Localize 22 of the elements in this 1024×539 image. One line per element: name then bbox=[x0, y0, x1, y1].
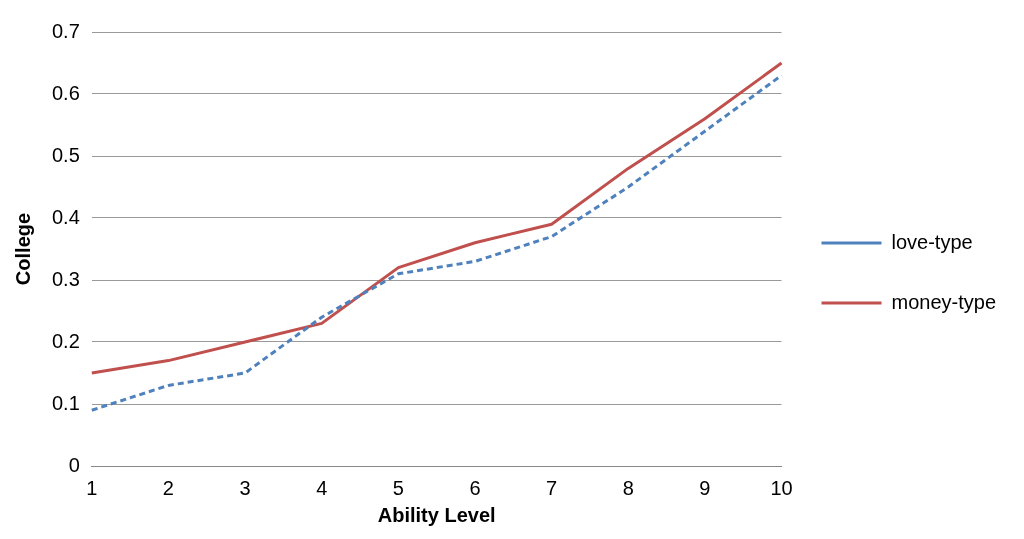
x-tick-label: 7 bbox=[546, 476, 558, 499]
y-tick-label: 0.7 bbox=[51, 19, 80, 42]
y-tick-label: 0.2 bbox=[51, 329, 80, 352]
y-tick-label: 0.3 bbox=[51, 267, 80, 290]
y-tick-label: 0 bbox=[68, 453, 80, 476]
x-tick-label: 10 bbox=[770, 476, 793, 499]
y-tick-label: 0.4 bbox=[51, 205, 80, 228]
x-tick-label: 9 bbox=[699, 476, 711, 499]
x-tick-label: 3 bbox=[239, 476, 251, 499]
x-tick-label: 6 bbox=[469, 476, 481, 499]
x-tick-label: 2 bbox=[162, 476, 174, 499]
y-tick-label: 0.1 bbox=[51, 391, 80, 414]
y-tick-label: 0.5 bbox=[51, 143, 80, 166]
x-tick-label: 4 bbox=[316, 476, 328, 499]
x-tick-label: 5 bbox=[392, 476, 404, 499]
x-tick-label: 1 bbox=[86, 476, 98, 499]
y-axis-title: College bbox=[11, 212, 34, 286]
x-tick-label: 8 bbox=[622, 476, 634, 499]
y-tick-label: 0.6 bbox=[51, 81, 80, 104]
x-axis-title: Ability Level bbox=[377, 503, 496, 526]
legend-label: money-type bbox=[891, 290, 997, 313]
legend-label: love-type bbox=[891, 230, 973, 253]
